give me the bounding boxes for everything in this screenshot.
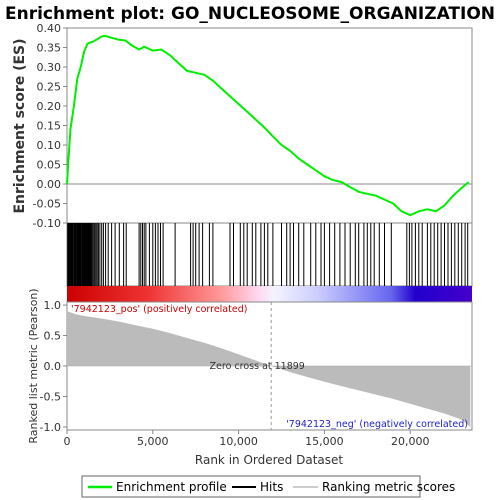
hits-area [66, 222, 473, 287]
legend-label-ranking-metric: Ranking metric scores [322, 480, 455, 494]
ranking-metric-area [67, 311, 471, 427]
series-line-enrichment-profile [66, 34, 470, 217]
hit-lines [67, 223, 469, 286]
x-axis-label: Rank in Ordered Dataset [195, 453, 343, 467]
legend: Enrichment profile Hits Ranking metric s… [81, 475, 455, 498]
x-tick-label: 10,000 [219, 435, 258, 448]
es-y-ticks: 0.40 0.35 0.30 0.25 0.20 0.15 0.10 0.05 0.00 -0.0… [33, 22, 67, 230]
es-y-tick-label: 0.25 [37, 81, 62, 94]
neg-correlated-label: '7942123_neg' (negatively correlated) [286, 419, 468, 430]
es-y-tick-label: 0.15 [37, 120, 62, 133]
x-tick-label: 0 [64, 435, 71, 448]
es-y-tick-label: 0.40 [37, 22, 62, 35]
x-tick-label: 15,000 [305, 435, 344, 448]
es-plot-area [66, 27, 473, 224]
ranking-y-tick-label: 0.0 [44, 360, 62, 373]
es-y-tick-label: -0.10 [33, 217, 61, 230]
es-y-tick-label: 0.35 [37, 42, 62, 55]
x-axis-ticks: 0 5,000 10,000 15,000 20,000 [64, 430, 430, 448]
ranking-y-tick-label: 0.5 [44, 330, 62, 343]
rank-color-bar [67, 286, 472, 302]
ranking-y-tick-label: 1.0 [44, 299, 62, 312]
es-y-tick-label: -0.05 [33, 198, 61, 211]
ranking-y-tick-label: -0.5 [40, 390, 61, 403]
pos-correlated-label: '7942123_pos' (positively correlated) [71, 304, 247, 315]
zero-cross-label: Zero cross at 11899 [210, 361, 305, 372]
hits-panel [66, 222, 473, 302]
es-y-tick-label: 0.30 [37, 61, 62, 74]
es-y-tick-label: 0.00 [37, 178, 62, 191]
es-y-tick-label: 0.05 [37, 159, 62, 172]
x-tick-label: 20,000 [391, 435, 430, 448]
es-panel: 0.40 0.35 0.30 0.25 0.20 0.15 0.10 0.05 0.00 -0.0… [12, 22, 473, 230]
ranking-y-tick-label: -1.0 [40, 421, 61, 434]
ranking-y-ticks: 1.0 0.5 0.0 -0.5 -1.0 [40, 299, 67, 434]
ranking-panel: 1.0 0.5 0.0 -0.5 -1.0 '7942123_pos' (positiv… [27, 288, 473, 444]
legend-label-hits: Hits [260, 480, 283, 494]
legend-label-enrichment-profile: Enrichment profile [116, 480, 227, 494]
chart-title: Enrichment plot: GO_NUCLEOSOME_ORGANIZAT… [5, 4, 495, 24]
x-tick-label: 5,000 [137, 435, 169, 448]
es-y-tick-label: 0.20 [37, 100, 62, 113]
es-y-tick-label: 0.10 [37, 139, 62, 152]
ranking-y-axis-label: Ranked list metric (Pearson) [27, 288, 40, 443]
es-y-axis-label: Enrichment score (ES) [12, 38, 28, 213]
